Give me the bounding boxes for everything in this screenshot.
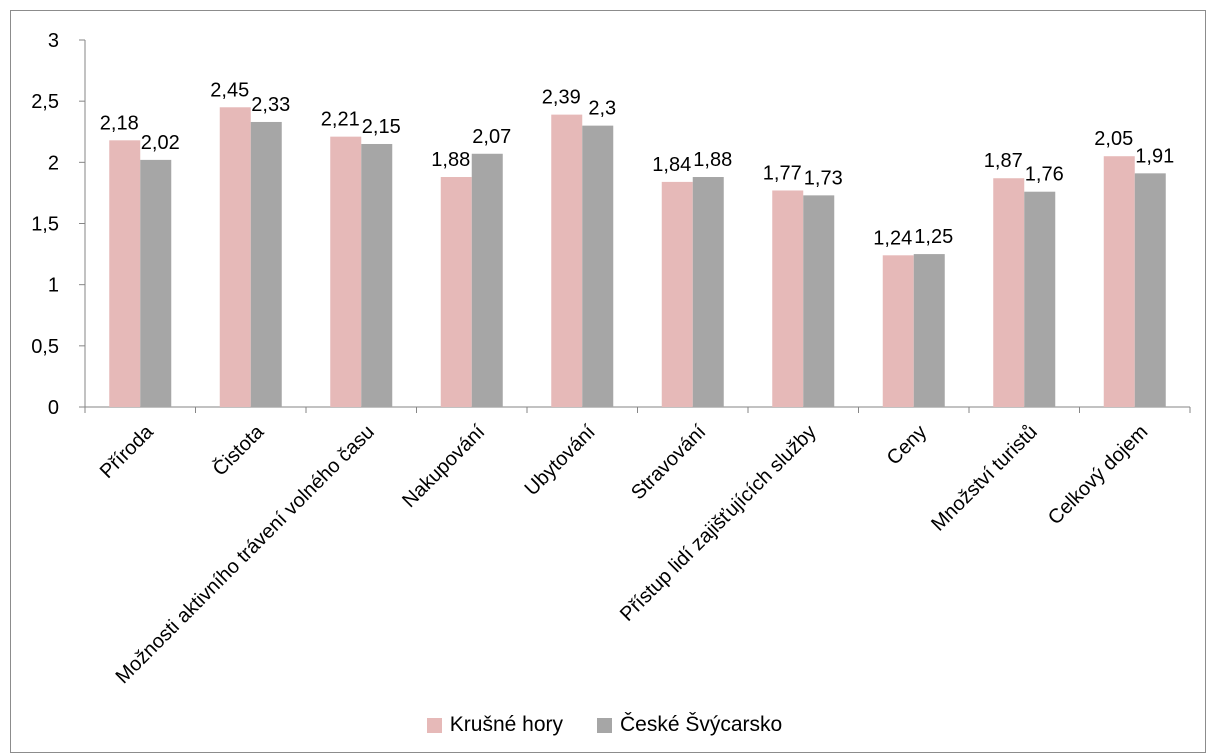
x-tick-label: Čistota <box>208 420 269 481</box>
bar-series-1 <box>1103 156 1135 407</box>
x-tick-label: Přístup lidí zajišťujících služby <box>616 421 821 626</box>
y-tick-label: 2 <box>48 152 59 174</box>
bar-series-1 <box>772 190 804 407</box>
data-label-series-1: 2,05 <box>1094 128 1133 150</box>
x-tick-label: Stravování <box>627 421 710 504</box>
y-tick-label: 0 <box>48 397 59 419</box>
data-label-series-2: 1,76 <box>1025 164 1064 186</box>
data-label-series-1: 2,18 <box>100 112 139 134</box>
bar-series-2 <box>692 177 724 407</box>
legend-swatch-series-1 <box>426 717 442 733</box>
bar-series-2 <box>803 195 835 407</box>
bar-series-2 <box>913 254 945 407</box>
bar-series-2 <box>140 159 172 407</box>
bar-series-2 <box>1134 173 1166 407</box>
data-label-series-1: 1,77 <box>763 162 802 184</box>
y-tick-label: 0,5 <box>31 336 59 358</box>
data-label-series-2: 2,02 <box>141 132 180 154</box>
bar-series-1 <box>993 178 1025 407</box>
x-tick-label: Nakupování <box>398 421 489 512</box>
data-label-series-2: 1,25 <box>914 226 953 248</box>
data-label-series-1: 2,45 <box>210 79 249 101</box>
x-tick-label: Příroda <box>96 420 159 483</box>
data-label-series-2: 1,88 <box>693 149 732 171</box>
bar-series-2 <box>361 143 393 407</box>
y-tick-label: 1,5 <box>31 214 59 236</box>
y-tick-label: 2,5 <box>31 91 59 113</box>
legend-item-series-1: Krušné hory <box>426 713 563 737</box>
bar-series-2 <box>582 125 614 407</box>
x-tick-label: Možnosti aktivního trávení volného času <box>112 421 379 688</box>
legend-item-series-2: České Švýcarsko <box>597 713 782 737</box>
y-tick-label: 3 <box>48 30 59 52</box>
data-label-series-2: 2,33 <box>251 94 290 116</box>
data-label-series-2: 2,07 <box>472 126 511 148</box>
bars <box>109 107 1166 408</box>
bar-series-1 <box>661 181 693 407</box>
legend-label-series-1: Krušné hory <box>449 713 563 736</box>
bar-series-1 <box>440 177 472 407</box>
bar-series-1 <box>109 140 141 407</box>
data-label-series-2: 1,91 <box>1135 145 1174 167</box>
x-tick-label: Ubytování <box>521 421 601 501</box>
y-tick-label: 1 <box>48 275 59 297</box>
x-tick-label: Ceny <box>883 421 932 470</box>
data-label-series-1: 1,88 <box>431 149 470 171</box>
bar-series-2 <box>250 121 282 408</box>
data-label-series-1: 1,87 <box>984 150 1023 172</box>
bar-series-1 <box>219 107 251 408</box>
data-label-series-1: 2,39 <box>542 87 581 109</box>
legend-swatch-series-2 <box>597 717 612 733</box>
bar-series-2 <box>471 153 503 407</box>
x-tick-label: Celkový dojem <box>1044 421 1152 529</box>
bar-series-1 <box>882 255 914 407</box>
data-label-series-2: 2,3 <box>588 98 616 120</box>
data-label-series-1: 2,21 <box>321 109 360 131</box>
x-tick-label: Množství turistů <box>927 421 1042 536</box>
data-labels: 2,18 2,45 2,21 1,88 2,39 1,84 1,77 1,24 1,87 2,05… <box>100 79 1174 249</box>
legend-label-series-2: České Švýcarsko <box>620 713 783 736</box>
bar-series-2 <box>1024 191 1056 407</box>
data-label-series-2: 2,15 <box>362 116 401 138</box>
bar-series-1 <box>551 114 583 407</box>
legend: Krušné hory České Švýcarsko <box>0 710 1209 740</box>
data-label-series-1: 1,24 <box>873 227 912 249</box>
data-label-series-2: 1,73 <box>804 167 843 189</box>
data-label-series-1: 1,84 <box>652 154 691 176</box>
bar-series-1 <box>330 136 362 408</box>
